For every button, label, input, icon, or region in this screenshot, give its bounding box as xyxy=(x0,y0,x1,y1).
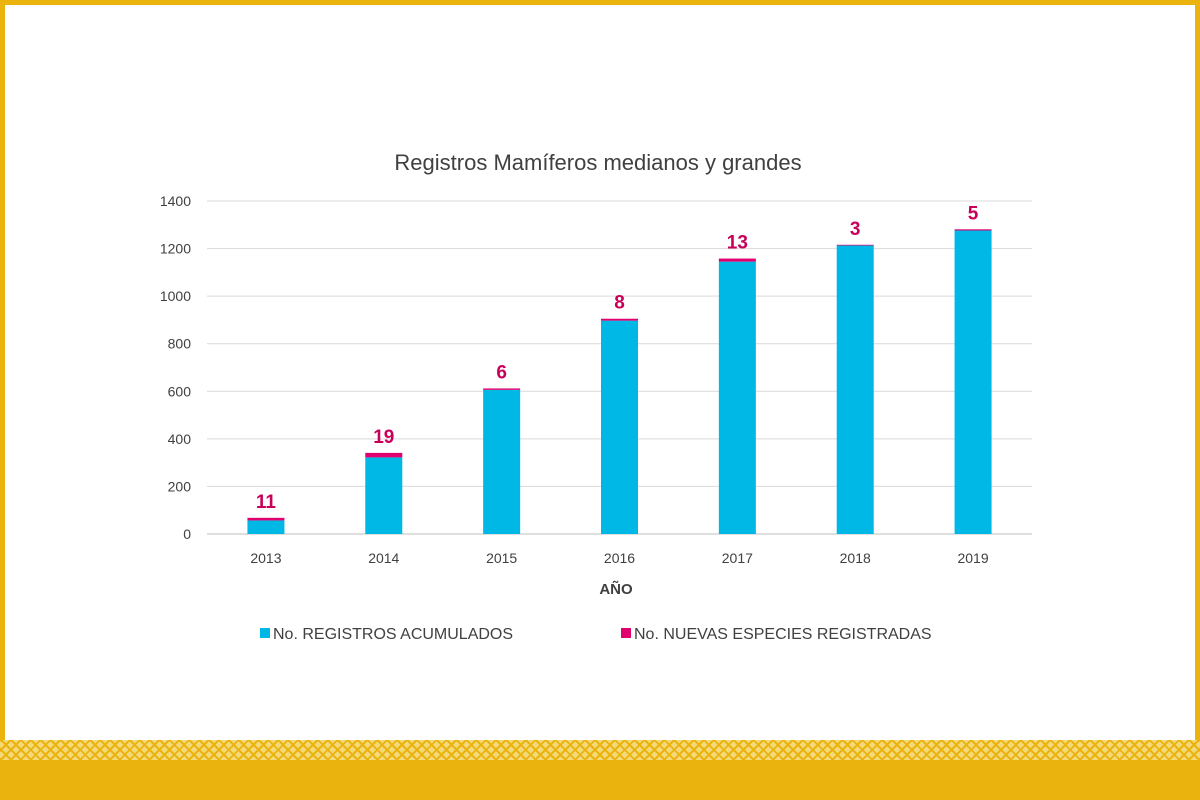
y-tick-label: 1000 xyxy=(160,288,191,304)
footer-band xyxy=(0,760,1200,800)
legend: No. REGISTROS ACUMULADOS No. NUEVAS ESPE… xyxy=(260,626,932,643)
bar-nuevas-especies xyxy=(836,244,874,246)
legend-label-nuevas: No. NUEVAS ESPECIES REGISTRADAS xyxy=(634,626,932,643)
chart-title: Registros Mamíferos medianos y grandes xyxy=(394,150,801,175)
data-label: 5 xyxy=(968,203,979,224)
y-tick-label: 800 xyxy=(168,336,192,352)
data-label: 3 xyxy=(850,219,861,240)
bar-nuevas-especies xyxy=(247,517,285,521)
bar-registros-acumulados xyxy=(954,230,992,534)
bar-registros-acumulados xyxy=(836,245,874,534)
y-tick-label: 400 xyxy=(168,431,192,447)
x-axis-ticks: 2013 2014 2015 2016 2017 2018 2019 xyxy=(250,550,989,566)
data-label: 11 xyxy=(256,492,277,513)
bar-registros-acumulados xyxy=(365,457,403,534)
y-tick-label: 0 xyxy=(183,526,191,542)
bar-registros-acumulados xyxy=(483,389,521,534)
x-tick-label: 2017 xyxy=(722,550,753,566)
bar-nuevas-especies xyxy=(601,318,638,321)
x-tick-label: 2014 xyxy=(368,550,399,566)
y-tick-label: 1200 xyxy=(160,241,191,257)
bar-registros-acumulados xyxy=(718,261,756,534)
data-label: 13 xyxy=(727,233,748,254)
bar-registros-acumulados xyxy=(601,320,638,534)
bars xyxy=(247,229,992,534)
y-tick-label: 200 xyxy=(168,478,192,494)
data-label: 6 xyxy=(496,362,507,383)
data-label: 8 xyxy=(614,293,625,314)
data-labels: 11 19 6 8 13 3 5 xyxy=(256,203,979,513)
bar-nuevas-especies xyxy=(718,258,756,262)
legend-label-registros: No. REGISTROS ACUMULADOS xyxy=(273,626,513,643)
legend-swatch-registros xyxy=(260,628,270,638)
x-tick-label: 2018 xyxy=(840,550,871,566)
y-axis-ticks: 0 200 400 600 800 1000 1200 1400 xyxy=(160,193,191,542)
legend-swatch-nuevas xyxy=(621,628,631,638)
x-tick-label: 2013 xyxy=(250,550,281,566)
decorative-stripe xyxy=(0,740,1200,760)
bar-registros-acumulados xyxy=(247,520,285,534)
y-tick-label: 1400 xyxy=(160,193,191,209)
bar-nuevas-especies xyxy=(483,388,521,390)
x-tick-label: 2016 xyxy=(604,550,635,566)
data-label: 19 xyxy=(373,427,394,448)
x-axis-label: AÑO xyxy=(599,580,633,598)
x-tick-label: 2019 xyxy=(957,550,988,566)
bar-nuevas-especies xyxy=(365,452,403,458)
bar-nuevas-especies xyxy=(954,229,992,231)
x-tick-label: 2015 xyxy=(486,550,517,566)
y-tick-label: 600 xyxy=(168,383,192,399)
